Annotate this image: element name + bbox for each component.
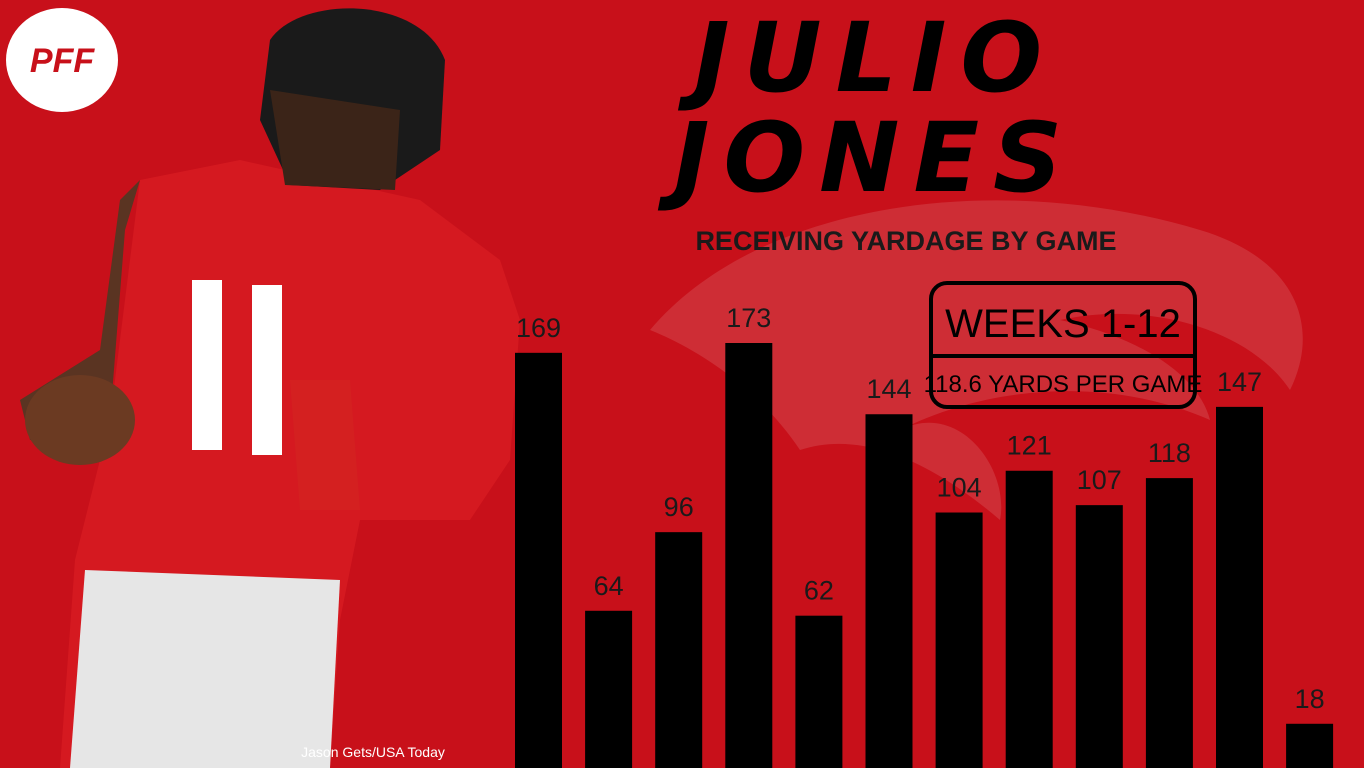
bar [795, 615, 843, 768]
value-label: 118 [1148, 438, 1191, 468]
logo-text: PFF [30, 42, 95, 80]
value-label: 144 [866, 374, 911, 404]
annotation-title: WEEKS 1-12 [945, 302, 1181, 346]
bar [725, 343, 773, 768]
bar [655, 532, 703, 768]
bar [1286, 723, 1334, 768]
value-label: 147 [1217, 367, 1262, 397]
logo-badge [6, 8, 118, 112]
value-label: 169 [516, 313, 561, 343]
value-label: 173 [726, 303, 771, 333]
chart-title: JULIO JONES [673, 8, 1077, 214]
annotation-frame [929, 281, 1197, 409]
player-photo [20, 8, 520, 768]
bar [585, 610, 633, 768]
value-label: 96 [664, 492, 694, 522]
annotation: WEEKS 1-12 118.6 YARDS PER GAME [924, 281, 1203, 409]
annotation-text: 118.6 YARDS PER GAME [924, 371, 1203, 398]
value-label: 62 [804, 576, 834, 606]
value-label: 64 [594, 571, 624, 601]
bar [515, 352, 562, 768]
bar [1075, 505, 1123, 768]
team-emblem [650, 200, 1303, 520]
value-label: 107 [1077, 465, 1122, 495]
photo-credit: Jason Gets/USA Today [301, 744, 445, 760]
bar [1216, 406, 1263, 768]
bar [1145, 478, 1193, 768]
value-label: 104 [937, 473, 982, 503]
title-box: JULIO JONES [673, 8, 1077, 214]
value-label: 121 [1007, 431, 1052, 461]
chart-subtitle: RECEIVING YARDAGE BY GAME [695, 226, 1116, 256]
bar [865, 414, 913, 768]
bar [935, 512, 983, 768]
logo: PFF [6, 8, 118, 112]
bar [1005, 470, 1053, 768]
value-label: 18 [1295, 684, 1325, 714]
